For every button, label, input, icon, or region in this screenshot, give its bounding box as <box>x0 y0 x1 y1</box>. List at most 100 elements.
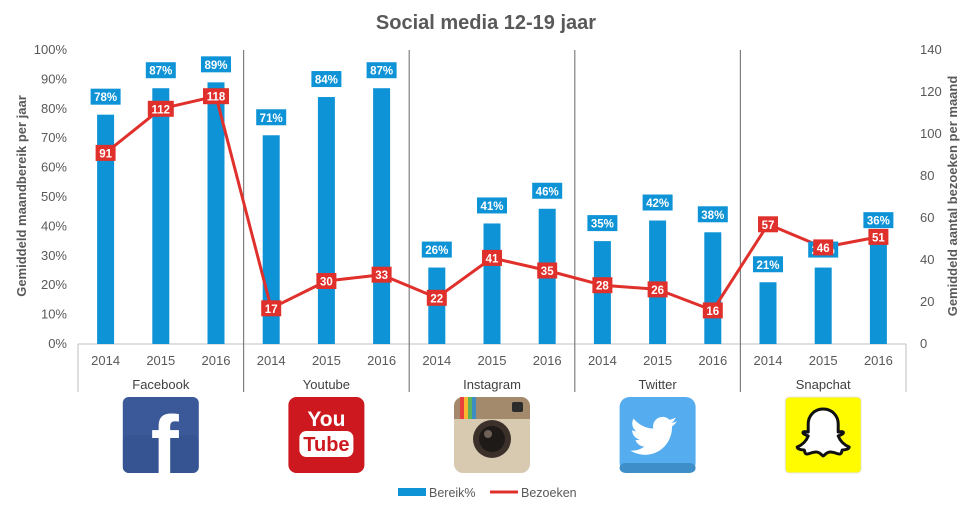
bar-data-label-box <box>366 62 397 79</box>
bar-data-label: 36% <box>867 216 890 228</box>
instagram-logo-top-fill <box>454 409 530 419</box>
axes-layer: 0% 10% 20% 30% 40% 50% 60% 70% 80% 90% 100% 0 20 40 60… <box>34 42 942 392</box>
y-tick-label: 0% <box>48 336 67 351</box>
instagram-logo-stripe <box>472 397 476 419</box>
chart-title: Social media 12-19 jaar <box>376 12 596 34</box>
bar-data-label-box <box>256 109 287 126</box>
line-data-label-box <box>371 266 392 283</box>
line-data-label-box <box>95 144 116 161</box>
line-data-label-box <box>537 262 558 279</box>
y-tick-label: 80% <box>41 101 67 116</box>
line-data-label-box <box>702 302 723 319</box>
y2-tick-label: 140 <box>920 42 942 57</box>
youtube-logo-text-bottom: Tube <box>303 434 349 456</box>
bar-data-label: 35% <box>591 219 614 231</box>
instagram-logo-lens <box>479 426 505 452</box>
y-axis-title: Gemiddeld maandbereik per jaar <box>14 95 29 297</box>
line-data-label: 33 <box>375 270 388 282</box>
y-tick-label: 90% <box>41 71 67 86</box>
group-label: Instagram <box>463 377 521 392</box>
youtube-logo-icon: You Tube <box>288 397 365 473</box>
bar-data-label: 87% <box>149 66 172 78</box>
x-tick-label: 2015 <box>643 353 672 368</box>
group-label: Snapchat <box>796 377 851 392</box>
x-tick-label: 2014 <box>588 353 617 368</box>
line-data-label: 91 <box>99 148 112 160</box>
bar-data-label: 87% <box>370 66 393 78</box>
bar-data-label: 21% <box>756 260 779 272</box>
line-data-label-box <box>592 277 613 294</box>
bar-data-label-box <box>697 206 728 223</box>
bar-data-label-box <box>421 241 452 258</box>
line-data-label-box <box>147 100 174 117</box>
y-tick-label: 30% <box>41 248 67 263</box>
line-data-label-box <box>647 281 668 298</box>
line-data-label: 51 <box>872 232 885 244</box>
line-data-label-box <box>482 249 502 266</box>
y2-tick-label: 0 <box>920 336 927 351</box>
bar-data-label: 89% <box>204 60 227 72</box>
y-tick-label: 50% <box>41 189 67 204</box>
legend-label-bars: Bereik% <box>429 486 476 500</box>
x-tick-label: 2015 <box>312 353 341 368</box>
bar <box>373 88 391 344</box>
bar-data-label: 71% <box>260 113 283 125</box>
y2-tick-label: 80 <box>920 168 934 183</box>
line-data-label: 17 <box>265 304 278 316</box>
y2-tick-label: 60 <box>920 210 934 225</box>
x-tick-label: 2016 <box>533 353 562 368</box>
line-data-label-box <box>203 88 229 105</box>
logos-layer: f You Tube <box>122 396 862 493</box>
bar-data-label-box <box>642 194 673 211</box>
bar-data-label-box <box>201 56 231 73</box>
x-tick-label: 2015 <box>809 353 838 368</box>
bar-data-label-box <box>753 256 783 273</box>
line-data-label-box <box>868 228 889 245</box>
line-data-label: 16 <box>706 306 719 318</box>
line-data-label: 112 <box>152 104 171 116</box>
line-data-label: 35 <box>541 266 554 278</box>
instagram-logo-viewfinder <box>512 402 523 412</box>
x-tick-label: 2015 <box>146 353 175 368</box>
bar-data-label-box <box>863 212 894 229</box>
legend-swatch-bars <box>398 488 426 496</box>
y2-tick-label: 20 <box>920 294 934 309</box>
bar <box>869 238 887 344</box>
twitter-bird-icon <box>630 416 677 455</box>
bar-data-label-box <box>145 62 176 79</box>
bar <box>759 282 777 344</box>
legend-label-line: Bezoeken <box>521 486 577 500</box>
twitter-logo-edge <box>619 463 696 473</box>
legend: Bereik% Bezoeken <box>398 486 577 500</box>
twitter-logo-icon <box>619 397 696 473</box>
line-data-label: 26 <box>651 285 664 297</box>
bar <box>704 232 722 344</box>
youtube-logo-pill <box>299 431 354 457</box>
bar-data-label: 84% <box>315 75 338 87</box>
bar-data-label-box <box>587 215 618 232</box>
y2-tick-label: 100 <box>920 126 942 141</box>
bar-data-label: 26% <box>425 245 448 257</box>
bar-data-label: 41% <box>480 201 503 213</box>
y-tick-label: 40% <box>41 218 67 233</box>
youtube-logo-text-top: You <box>307 408 345 431</box>
x-tick-label: 2014 <box>422 353 451 368</box>
snapchat-ghost-icon <box>795 407 851 458</box>
bar-data-label: 38% <box>701 210 724 222</box>
line-data-label: 28 <box>596 281 609 293</box>
facebook-logo-letter: f <box>151 399 180 493</box>
y-tick-label: 100% <box>34 42 68 57</box>
bar-data-label: 46% <box>536 186 559 198</box>
line-data-label: 57 <box>762 220 775 232</box>
facebook-logo-bg <box>122 397 199 473</box>
line-data-label: 41 <box>486 253 499 265</box>
line-data-label-box <box>813 239 834 256</box>
bar-data-label-box <box>477 197 507 214</box>
bar <box>207 82 225 344</box>
line-data-label: 30 <box>320 277 333 289</box>
line-data-label: 118 <box>207 92 226 104</box>
group-label: Facebook <box>132 377 190 392</box>
instagram-logo-lens-glint <box>484 430 492 438</box>
